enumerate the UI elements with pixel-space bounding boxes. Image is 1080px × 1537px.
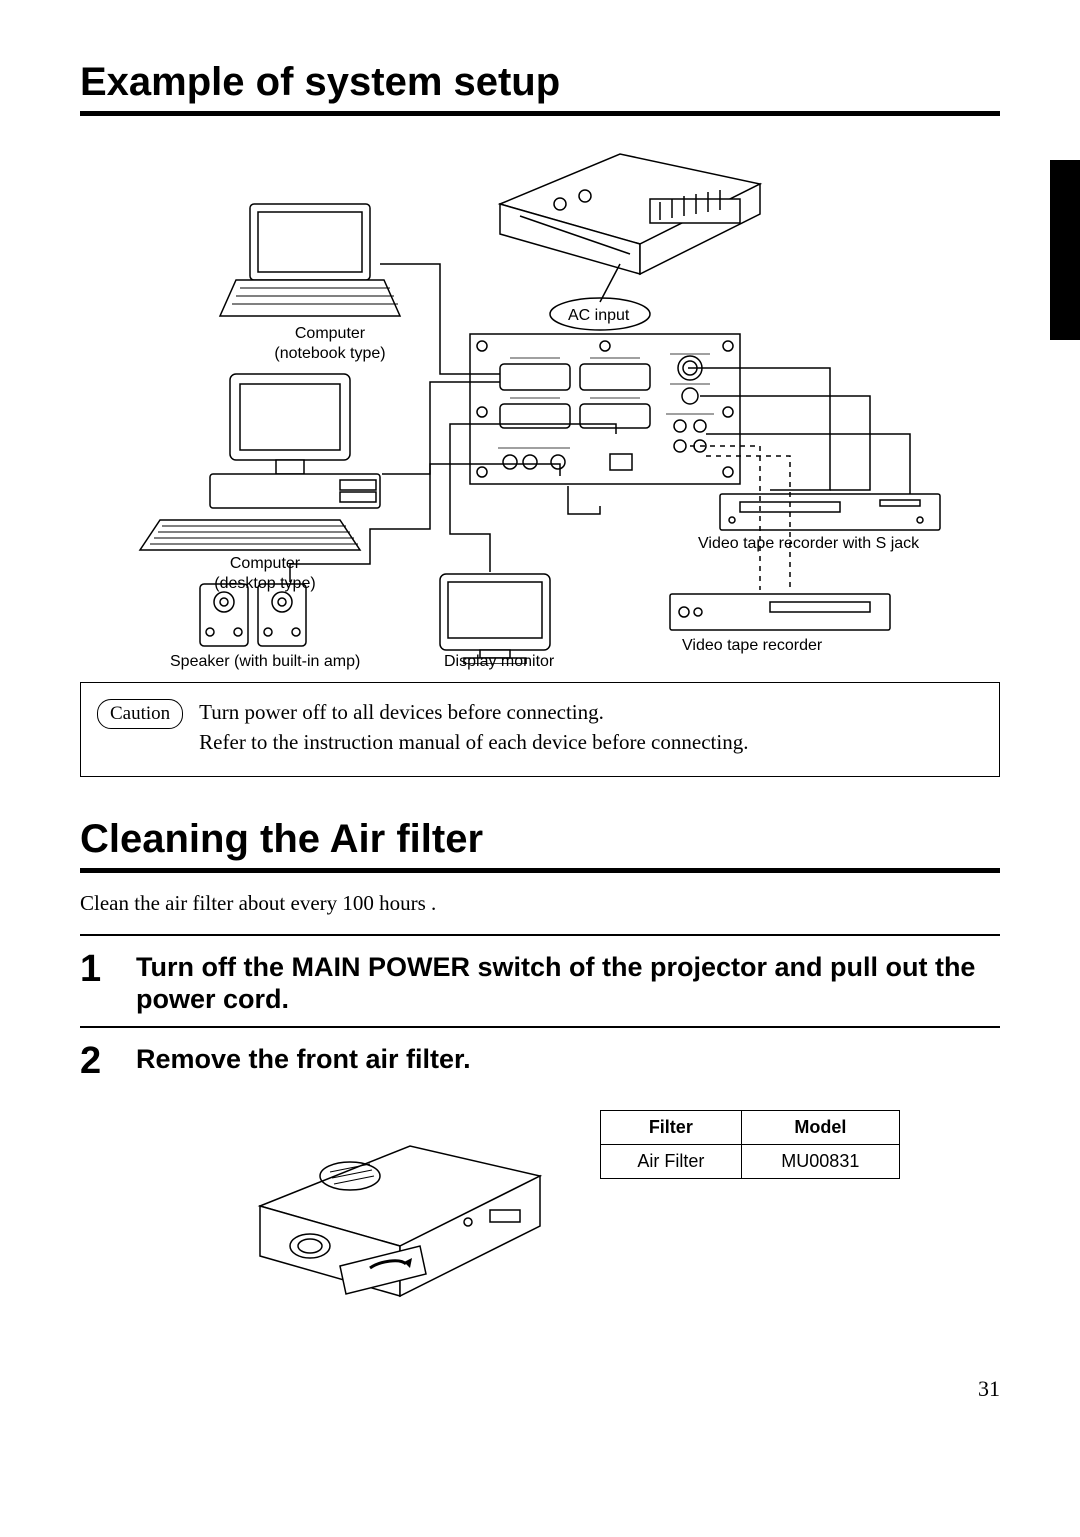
caution-text: Turn power off to all devices before con… <box>199 697 748 758</box>
rule <box>80 868 1000 873</box>
label-computer-notebook: Computer(notebook type) <box>260 324 400 364</box>
filter-table-cell-model: MU00831 <box>741 1144 899 1178</box>
step-1-text: Turn off the MAIN POWER switch of the pr… <box>136 950 1000 1016</box>
section2-intro: Clean the air filter about every 100 hou… <box>80 891 1000 916</box>
label-display-monitor: Display monitor <box>444 652 554 672</box>
section2-title: Cleaning the Air filter <box>80 817 1000 862</box>
caution-pill: Caution <box>97 699 183 729</box>
system-setup-diagram: Computer(notebook type) AC input Compute… <box>130 134 950 664</box>
label-vtr-sjack: Video tape recorder with S jack <box>698 534 919 554</box>
filter-table-cell-filter: Air Filter <box>601 1144 742 1178</box>
rule <box>80 934 1000 936</box>
filter-table-head-filter: Filter <box>601 1110 742 1144</box>
label-ac-input: AC input <box>568 306 629 326</box>
filter-table: Filter Model Air Filter MU00831 <box>600 1110 900 1179</box>
page-number: 31 <box>80 1376 1000 1402</box>
caution-line1: Turn power off to all devices before con… <box>199 697 748 727</box>
step-2-text: Remove the front air filter. <box>136 1042 1000 1076</box>
section1-title: Example of system setup <box>80 60 1000 105</box>
step-1: 1 Turn off the MAIN POWER switch of the … <box>80 950 1000 1016</box>
label-computer-desktop: Computer(desktop type) <box>190 554 340 594</box>
step-1-number: 1 <box>80 950 114 988</box>
filter-table-head-model: Model <box>741 1110 899 1144</box>
rule <box>80 1026 1000 1028</box>
projector-filter-illustration <box>250 1106 550 1306</box>
rule <box>80 111 1000 116</box>
step-2: 2 Remove the front air filter. <box>80 1042 1000 1080</box>
step-2-number: 2 <box>80 1042 114 1080</box>
label-speaker: Speaker (with built-in amp) <box>170 652 360 672</box>
label-vtr: Video tape recorder <box>682 636 822 656</box>
caution-box: Caution Turn power off to all devices be… <box>80 682 1000 777</box>
page-edge-tab <box>1050 160 1080 340</box>
caution-line2: Refer to the instruction manual of each … <box>199 727 748 757</box>
